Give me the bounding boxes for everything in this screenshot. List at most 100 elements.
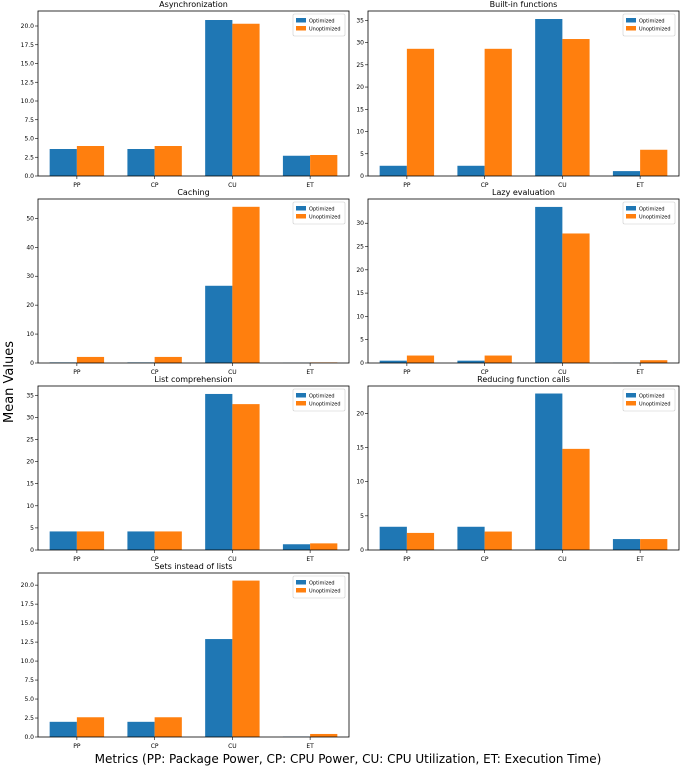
y-tick-label: 5 <box>30 525 34 532</box>
legend-label-optimized: Optimized <box>309 393 335 399</box>
x-tick-label: ET <box>636 556 644 563</box>
y-tick-label: 12.5 <box>21 79 35 86</box>
axes-frame <box>37 572 350 738</box>
legend-swatch-unoptimized <box>296 401 306 406</box>
y-tick-label: 0.0 <box>24 734 34 741</box>
legend-box <box>292 575 346 599</box>
legend-swatch-unoptimized <box>626 401 636 406</box>
bar-unoptimized-cp <box>154 717 182 737</box>
x-tick-label: CP <box>481 182 489 189</box>
subplot-2: Caching PP CP CU ET 0 10 20 30 40 50 Optimized Unopt… <box>26 188 350 376</box>
y-tick-label: 0.0 <box>24 173 34 180</box>
y-tick-label: 0 <box>360 360 364 367</box>
x-tick-label: ET <box>306 556 314 563</box>
y-tick-label: 20.0 <box>21 582 35 589</box>
y-tick-label: 5 <box>360 513 364 520</box>
y-tick-label: 35 <box>356 17 364 24</box>
bar-unoptimized-pp <box>76 531 105 550</box>
bar-optimized-cp <box>127 531 155 550</box>
bar-unoptimized-cp <box>154 146 182 176</box>
subplot-title: Reducing function calls <box>477 375 570 384</box>
bar-unoptimized-pp <box>406 48 435 176</box>
y-tick-label: 50 <box>26 215 34 222</box>
subplot-title: Sets instead of lists <box>154 562 232 571</box>
legend-swatch-optimized <box>296 580 306 585</box>
bar-optimized-pp <box>379 165 407 176</box>
bar-unoptimized-pp <box>76 146 105 176</box>
bar-unoptimized-cu <box>562 39 590 177</box>
legend-swatch-optimized <box>626 206 636 211</box>
subplot-6: Sets instead of lists PP CP CU ET 0.0 2.5 5.0 7.… <box>21 562 350 750</box>
x-tick-label: CP <box>151 369 159 376</box>
bar-unoptimized-cu <box>232 206 260 363</box>
axes-frame <box>367 198 680 364</box>
bar-unoptimized-pp <box>406 355 435 363</box>
y-tick-label: 15 <box>356 445 364 452</box>
legend-box <box>622 201 676 225</box>
x-tick-label: ET <box>306 182 314 189</box>
axes-frame <box>37 10 350 177</box>
bar-unoptimized-et <box>640 360 668 363</box>
y-tick-label: 40 <box>26 244 34 251</box>
y-tick-label: 20 <box>26 459 34 466</box>
bar-optimized-cu <box>535 206 563 363</box>
bar-unoptimized-cu <box>232 580 260 737</box>
y-tick-label: 5 <box>360 151 364 158</box>
legend-swatch-unoptimized <box>296 588 306 593</box>
bar-optimized-pp <box>49 721 77 737</box>
y-tick-label: 15 <box>356 106 364 113</box>
y-tick-label: 17.5 <box>21 42 35 49</box>
subplot-3: Lazy evaluation PP CP CU ET 0 5 10 15 20 25 30 Optim… <box>356 188 680 376</box>
y-tick-label: 5.0 <box>24 136 34 143</box>
subplot-1: Built-in functions PP CP CU ET 0 5 10 15 20 25 30 35… <box>356 0 680 189</box>
x-tick-label: CP <box>151 743 159 750</box>
bar-optimized-et <box>612 171 641 176</box>
y-tick-label: 0 <box>360 547 364 554</box>
bar-unoptimized-cu <box>562 448 590 550</box>
x-tick-label: ET <box>636 369 644 376</box>
y-tick-label: 15 <box>356 290 364 297</box>
bar-optimized-cu <box>535 393 563 550</box>
figure-ylabel: Mean Values <box>2 341 17 423</box>
legend-label-unoptimized: Unoptimized <box>639 214 671 220</box>
bar-unoptimized-pp <box>406 532 435 550</box>
bar-optimized-cp <box>457 165 485 176</box>
legend-swatch-unoptimized <box>296 26 306 31</box>
legend-label-optimized: Optimized <box>309 580 335 586</box>
legend-label-optimized: Optimized <box>309 18 335 24</box>
subplot-title: Built-in functions <box>490 0 558 9</box>
bar-optimized-cp <box>127 149 155 176</box>
x-tick-label: CU <box>558 369 567 376</box>
subplot-title: List comprehension <box>154 375 232 384</box>
y-tick-label: 20 <box>356 410 364 417</box>
bar-unoptimized-et <box>640 539 668 550</box>
y-tick-label: 35 <box>26 392 34 399</box>
y-tick-label: 20 <box>26 302 34 309</box>
y-tick-label: 10 <box>356 479 364 486</box>
y-tick-label: 10.0 <box>21 98 35 105</box>
y-tick-label: 10 <box>356 129 364 136</box>
y-tick-label: 25 <box>26 436 34 443</box>
axes-frame <box>37 198 350 364</box>
x-tick-label: CP <box>481 369 489 376</box>
legend-label-unoptimized: Unoptimized <box>309 26 341 32</box>
bar-optimized-pp <box>379 526 407 550</box>
bar-optimized-et <box>282 155 311 176</box>
legend-swatch-unoptimized <box>296 214 306 219</box>
y-tick-label: 20 <box>356 267 364 274</box>
bar-optimized-cp <box>457 360 485 363</box>
x-tick-label: CP <box>151 556 159 563</box>
y-tick-label: 5.0 <box>24 696 34 703</box>
bar-optimized-cu <box>205 639 233 737</box>
x-tick-label: PP <box>403 182 411 189</box>
x-tick-label: CU <box>228 182 237 189</box>
y-tick-label: 7.5 <box>24 117 34 124</box>
bar-unoptimized-pp <box>76 356 105 363</box>
x-tick-label: PP <box>73 556 81 563</box>
legend-swatch-optimized <box>296 393 306 398</box>
subplot-5: Reducing function calls PP CP CU ET 0 5 10 15 20 O… <box>356 375 680 563</box>
legend-swatch-optimized <box>296 206 306 211</box>
y-tick-label: 0 <box>30 360 34 367</box>
bar-optimized-et <box>612 539 641 550</box>
